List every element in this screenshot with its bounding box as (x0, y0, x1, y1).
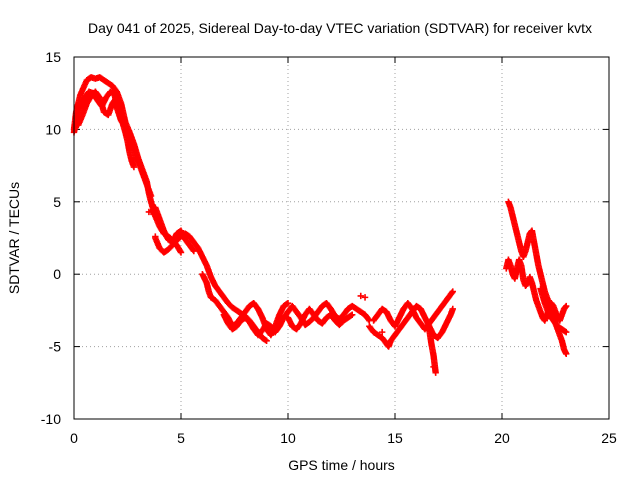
data-point (432, 369, 439, 376)
x-tick-label: 5 (177, 430, 185, 446)
y-tick-label: 15 (45, 49, 61, 65)
data-point (449, 305, 456, 313)
data-point (190, 247, 198, 255)
data-point (263, 337, 270, 345)
data-point (563, 302, 570, 310)
y-tick-label: 0 (53, 266, 61, 282)
y-tick-label: -5 (49, 339, 62, 355)
x-tick-label: 0 (70, 430, 78, 446)
data-point (145, 208, 153, 216)
data-point (430, 363, 437, 371)
data-point (357, 292, 364, 300)
x-tick-label: 25 (601, 430, 617, 446)
y-axis-label: SDTVAR / TECUs (6, 182, 22, 294)
data-point (378, 328, 386, 336)
y-tick-label: -10 (41, 411, 61, 427)
data-point (177, 249, 185, 256)
data-point (365, 316, 372, 323)
chart-title: Day 041 of 2025, Sidereal Day-to-day VTE… (88, 20, 592, 36)
x-tick-label: 20 (494, 430, 510, 446)
data-point (563, 350, 570, 358)
y-tick-labels: -10 -5 0 5 10 15 (41, 49, 61, 427)
x-tick-label: 10 (280, 430, 296, 446)
plot-frame (73, 56, 610, 420)
y-tick-label: 5 (53, 194, 61, 210)
x-tick-labels: 0 5 10 15 20 25 (70, 430, 617, 446)
data-points (70, 74, 570, 376)
data-point (284, 299, 292, 307)
x-tick-label: 15 (387, 430, 403, 446)
data-point (361, 294, 369, 301)
data-point (563, 328, 570, 336)
data-point (130, 163, 138, 171)
x-axis-label: GPS time / hours (288, 457, 395, 473)
data-point (152, 233, 159, 240)
data-point (349, 311, 356, 318)
data-point (449, 288, 456, 295)
data-point (147, 192, 155, 200)
y-tick-label: 10 (45, 121, 61, 137)
data-point (189, 246, 197, 254)
